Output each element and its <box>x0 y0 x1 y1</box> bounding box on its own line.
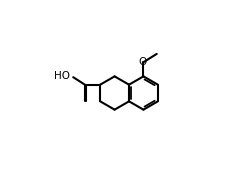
Text: HO: HO <box>54 71 70 81</box>
Text: O: O <box>138 57 146 67</box>
